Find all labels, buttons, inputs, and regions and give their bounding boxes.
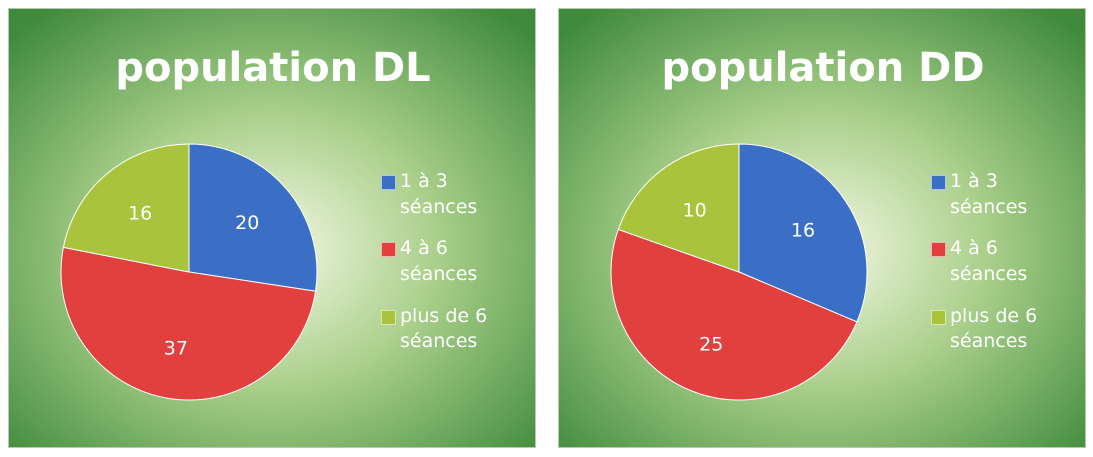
chart: population DD 16 25 10 1 à 3 séances 4 à 6 sé… (559, 9, 1085, 447)
data-label: 37 (164, 338, 188, 360)
pie-slice (62, 143, 190, 273)
pie-slice (60, 246, 317, 401)
legend-label: 1 à 3 séances (400, 170, 478, 218)
chart: population DL 20 37 16 1 à 3 séances 4 à 6 sé… (9, 9, 535, 447)
legend-item: 4 à 6 séances (381, 236, 531, 287)
data-label: 16 (128, 203, 152, 225)
data-label: 20 (235, 212, 259, 234)
legend-label: 4 à 6 séances (400, 237, 478, 285)
legend-label: plus de 6 séances (400, 304, 488, 353)
legend-label: plus de 6 séances (950, 304, 1038, 353)
legend-swatch (381, 242, 396, 258)
legend-item: 1 à 3 séances (931, 169, 1081, 220)
legend: 1 à 3 séances 4 à 6 séances plus de 6 séan… (381, 169, 531, 355)
chart-panel: population DL 20 37 16 1 à 3 séances 4 à 6 sé… (8, 8, 536, 448)
legend-item: plus de 6 séances (381, 304, 531, 355)
pie-slice (617, 143, 740, 273)
legend-box: 1 à 3 séances 4 à 6 séances plus de 6 séan… (931, 169, 1081, 355)
pie-slice (738, 143, 868, 323)
legend-item: plus de 6 séances (931, 304, 1081, 355)
legend-swatch (931, 242, 946, 258)
pie-slice (188, 143, 318, 292)
pie-slice (610, 228, 858, 401)
data-label: 10 (683, 199, 707, 221)
chart-title: population DL (115, 45, 430, 91)
legend-swatch (381, 175, 396, 190)
data-label: 16 (791, 220, 815, 242)
legend-item: 4 à 6 séances (931, 236, 1081, 287)
legend-swatch (931, 175, 946, 190)
chart-title: population DD (661, 45, 984, 91)
chart-panel: population DD 16 25 10 1 à 3 séances 4 à 6 sé… (558, 8, 1086, 448)
legend-label: 4 à 6 séances (950, 237, 1028, 285)
legend-item: 1 à 3 séances (381, 169, 531, 220)
legend-swatch (931, 309, 946, 325)
legend: 1 à 3 séances 4 à 6 séances plus de 6 séan… (931, 169, 1081, 355)
legend-box: 1 à 3 séances 4 à 6 séances plus de 6 séan… (381, 169, 531, 355)
legend-swatch (381, 309, 396, 325)
data-label: 25 (699, 334, 723, 356)
legend-label: 1 à 3 séances (950, 170, 1028, 218)
